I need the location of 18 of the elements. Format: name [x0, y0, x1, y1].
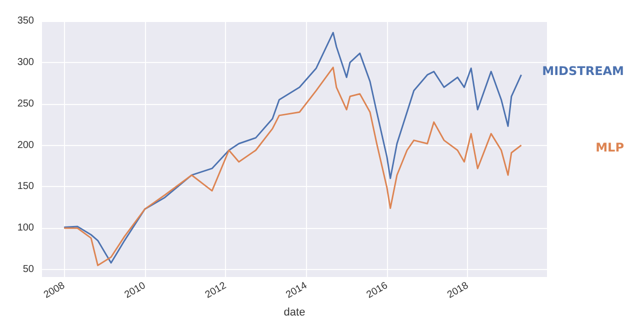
y-tick-label: 250 [17, 98, 34, 110]
line-series [63, 32, 522, 264]
annotation: MIDSTREAM [542, 64, 624, 78]
y-tick-label: 50 [22, 264, 34, 276]
y-tick-label: 150 [17, 181, 34, 192]
y-tick-label: 100 [17, 222, 34, 234]
x-tick-label: 2014 [284, 280, 310, 301]
x-tick-label: 2016 [364, 280, 390, 301]
x-axis-title: date [284, 306, 306, 318]
y-tick-label: 200 [17, 140, 34, 151]
x-tick-label: 2008 [42, 280, 68, 301]
x-tick-label: 2018 [446, 280, 471, 301]
x-tick-label: 2012 [204, 280, 229, 301]
y-tick-label: 350 [17, 16, 34, 26]
line-series [63, 66, 522, 266]
text: MLP [596, 140, 624, 154]
x-tick-label: 2010 [122, 280, 148, 301]
y-tick-label: 300 [17, 56, 34, 68]
